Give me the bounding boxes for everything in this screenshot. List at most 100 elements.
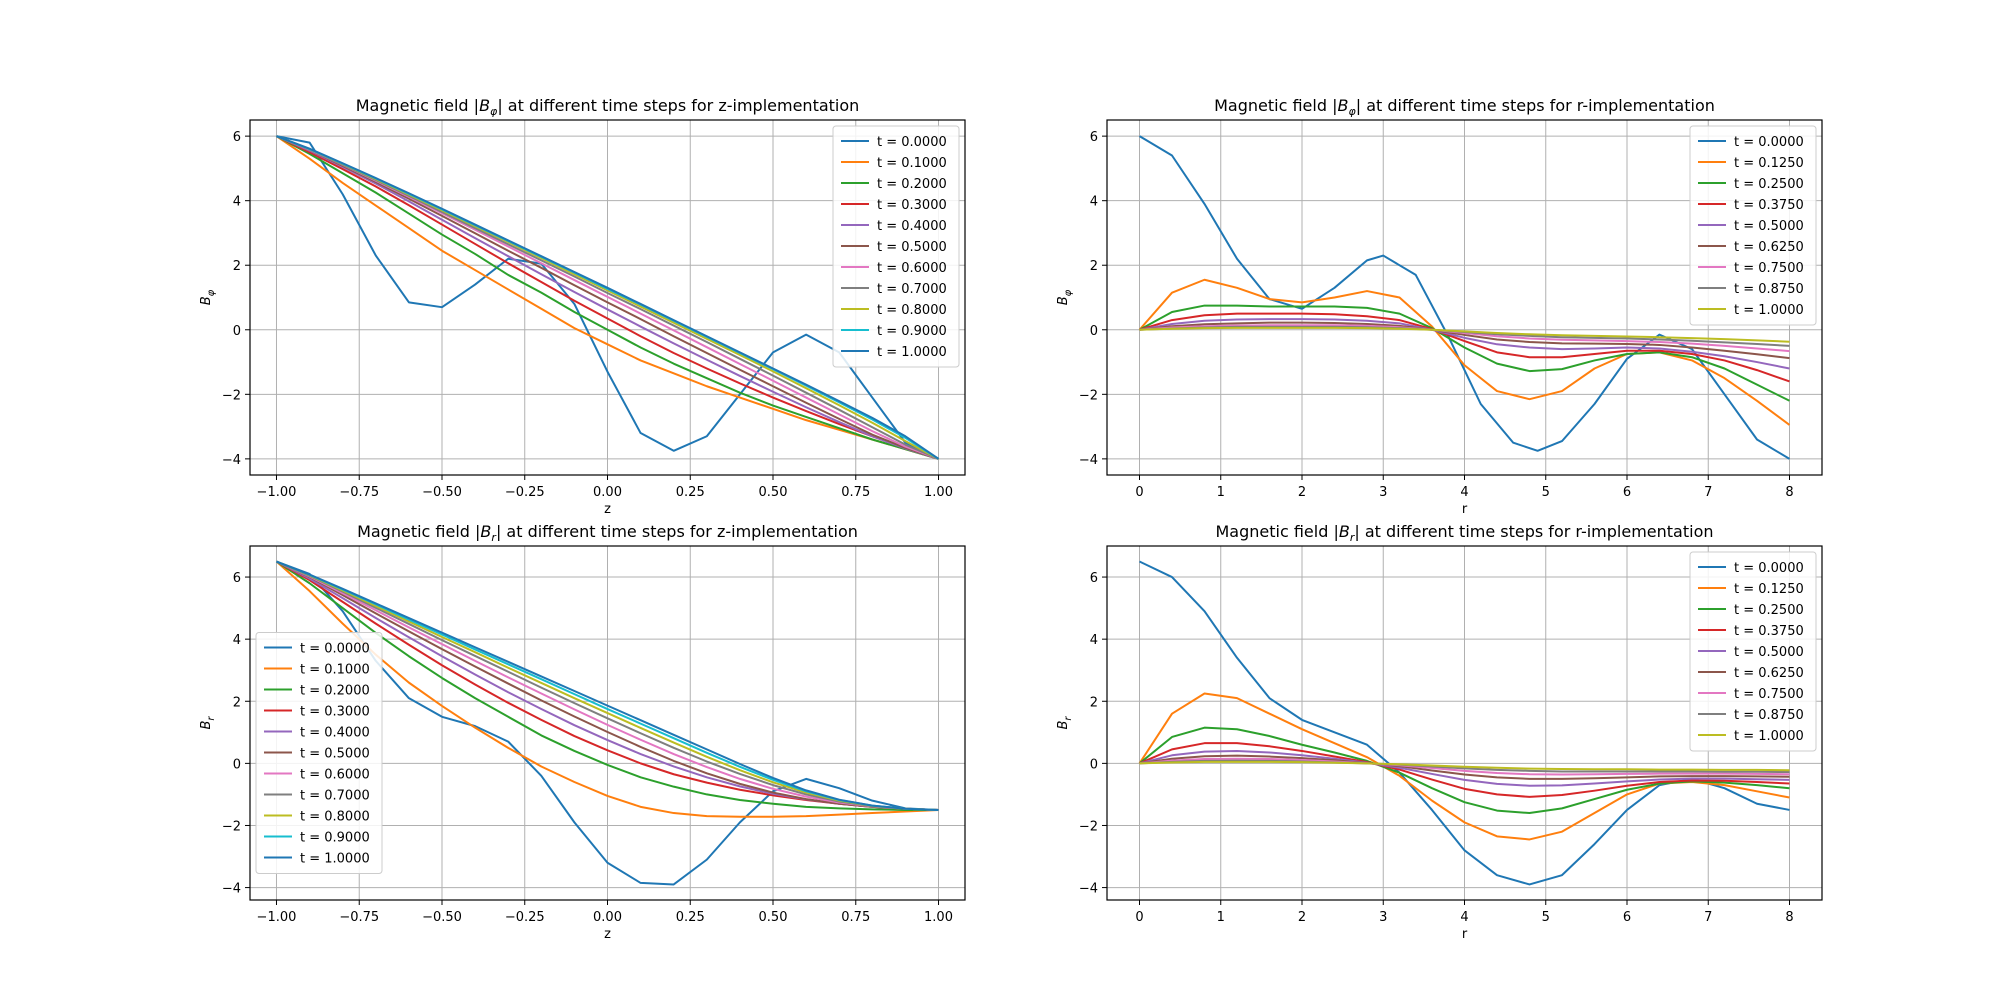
y-axis-label-subscript: r <box>206 716 217 721</box>
series-line <box>1139 304 1790 402</box>
subplot-bphi-z: −1.00 −0.75 −0.50 −0.25 0.00 0.25 0.50 0.75 1.00… <box>199 96 966 517</box>
x-tick-label: 6 <box>1623 910 1631 925</box>
series-line <box>276 135 939 460</box>
y-axis-label-symbol: B <box>199 721 214 730</box>
x-axis-label: r <box>1462 927 1468 942</box>
x-tick-label: 0.00 <box>593 910 622 925</box>
chart-title-symbol: B <box>480 522 491 541</box>
y-tick-label: 2 <box>233 695 241 710</box>
legend-label: t = 0.6250 <box>1734 240 1804 255</box>
x-tick-label: 6 <box>1623 485 1631 500</box>
legend-label: t = 0.5000 <box>1734 219 1804 234</box>
y-tick-label: 0 <box>233 324 241 339</box>
legend-label: t = 0.1000 <box>877 156 947 171</box>
series-line <box>276 135 939 460</box>
y-axis-label-subscript: φ <box>206 289 217 296</box>
legend-label: t = 0.7500 <box>1734 261 1804 276</box>
y-tick-label: 2 <box>233 259 241 274</box>
legend-label: t = 0.5000 <box>300 747 370 762</box>
legend-label: t = 0.8000 <box>300 810 370 825</box>
series-line <box>276 560 939 811</box>
x-tick-label: 0.75 <box>841 910 870 925</box>
y-tick-label: 4 <box>1090 195 1098 210</box>
legend: t = 0.0000 t = 0.1000 t = 0.2000 t = 0.3000… <box>832 125 960 368</box>
legend-label: t = 0.0000 <box>1734 135 1804 150</box>
x-tick-label: 3 <box>1379 485 1387 500</box>
y-axis-label: Bφ <box>199 289 217 305</box>
legend-frame <box>255 632 383 874</box>
legend-frame <box>1689 125 1817 326</box>
series-line <box>276 135 939 460</box>
series-line <box>1139 760 1790 772</box>
x-tick-label: 1.00 <box>924 485 953 500</box>
legend: t = 0.0000 t = 0.1250 t = 0.2500 t = 0.3750… <box>1689 551 1817 752</box>
series-line <box>276 560 939 811</box>
x-tick-label: 0.25 <box>676 910 705 925</box>
x-axis-label: z <box>604 927 611 942</box>
series-line <box>1139 318 1790 370</box>
y-axis-label: Br <box>1056 716 1074 730</box>
y-tick-label: 4 <box>233 633 241 648</box>
legend-label: t = 0.2500 <box>1734 603 1804 618</box>
legend-label: t = 0.6000 <box>877 261 947 276</box>
chart-title-suffix: | at different time steps for z-implemen… <box>497 96 859 115</box>
y-tick-label: −2 <box>1079 388 1098 403</box>
series-line <box>276 560 939 811</box>
series-line <box>1139 742 1790 798</box>
x-tick-label: 1.00 <box>924 910 953 925</box>
y-tick-label: −4 <box>1079 882 1098 897</box>
y-axis-label-subscript: r <box>1063 716 1074 721</box>
legend-label: t = 1.0000 <box>1734 303 1804 318</box>
series-line <box>1138 726 1790 815</box>
y-tick-label: 2 <box>1090 259 1098 274</box>
x-tick-label: −0.25 <box>505 910 545 925</box>
subplot-br-z: −1.00 −0.75 −0.50 −0.25 0.00 0.25 0.50 0.75 1.00… <box>199 522 966 942</box>
chart-title-subscript: φ <box>490 105 498 118</box>
x-tick-label: 0 <box>1135 485 1143 500</box>
chart-title-subscript: φ <box>1348 105 1356 118</box>
legend-frame <box>832 125 960 368</box>
series-group <box>1138 135 1791 460</box>
chart-title-prefix: Magnetic field | <box>1214 96 1337 115</box>
legend-label: t = 0.1250 <box>1734 582 1804 597</box>
x-tick-label: 3 <box>1379 910 1387 925</box>
x-tick-label: 7 <box>1704 485 1712 500</box>
legend-frame <box>1689 551 1817 752</box>
y-tick-label: −4 <box>222 453 241 468</box>
y-tick-label: 6 <box>233 571 241 586</box>
series-line <box>276 560 939 886</box>
chart-title-symbol: B <box>1339 522 1350 541</box>
legend-label: t = 0.8750 <box>1734 282 1804 297</box>
y-tick-label: 0 <box>233 757 241 772</box>
series-line <box>1139 326 1790 343</box>
series-line <box>1139 321 1790 360</box>
chart-title: Magnetic field |Br| at different time st… <box>1215 522 1713 544</box>
y-tick-label: 0 <box>1090 757 1098 772</box>
y-axis-label-symbol: B <box>1056 296 1071 305</box>
y-tick-label: 4 <box>1090 633 1098 648</box>
y-tick-label: −2 <box>1079 819 1098 834</box>
chart-title-prefix: Magnetic field | <box>356 96 479 115</box>
y-tick-label: 6 <box>233 130 241 145</box>
series-line <box>276 135 939 460</box>
series-line <box>275 560 939 811</box>
y-tick-label: 0 <box>1090 324 1098 339</box>
legend-label: t = 0.2000 <box>300 684 370 699</box>
legend-label: t = 0.1250 <box>1734 156 1804 171</box>
x-axis-label: z <box>604 502 611 517</box>
y-tick-label: 6 <box>1090 130 1098 145</box>
y-tick-label: 6 <box>1090 571 1098 586</box>
y-tick-label: −4 <box>222 882 241 897</box>
x-tick-label: 4 <box>1460 485 1468 500</box>
legend-label: t = 0.3000 <box>300 705 370 720</box>
series-line <box>276 135 939 460</box>
chart-title-suffix: | at different time steps for z-implemen… <box>496 522 858 541</box>
legend-label: t = 0.3000 <box>877 198 947 213</box>
legend-label: t = 0.0000 <box>877 135 947 150</box>
series-line <box>276 135 940 460</box>
legend-label: t = 0.7000 <box>877 282 947 297</box>
series-line <box>1139 312 1790 383</box>
x-tick-label: −0.25 <box>505 485 545 500</box>
